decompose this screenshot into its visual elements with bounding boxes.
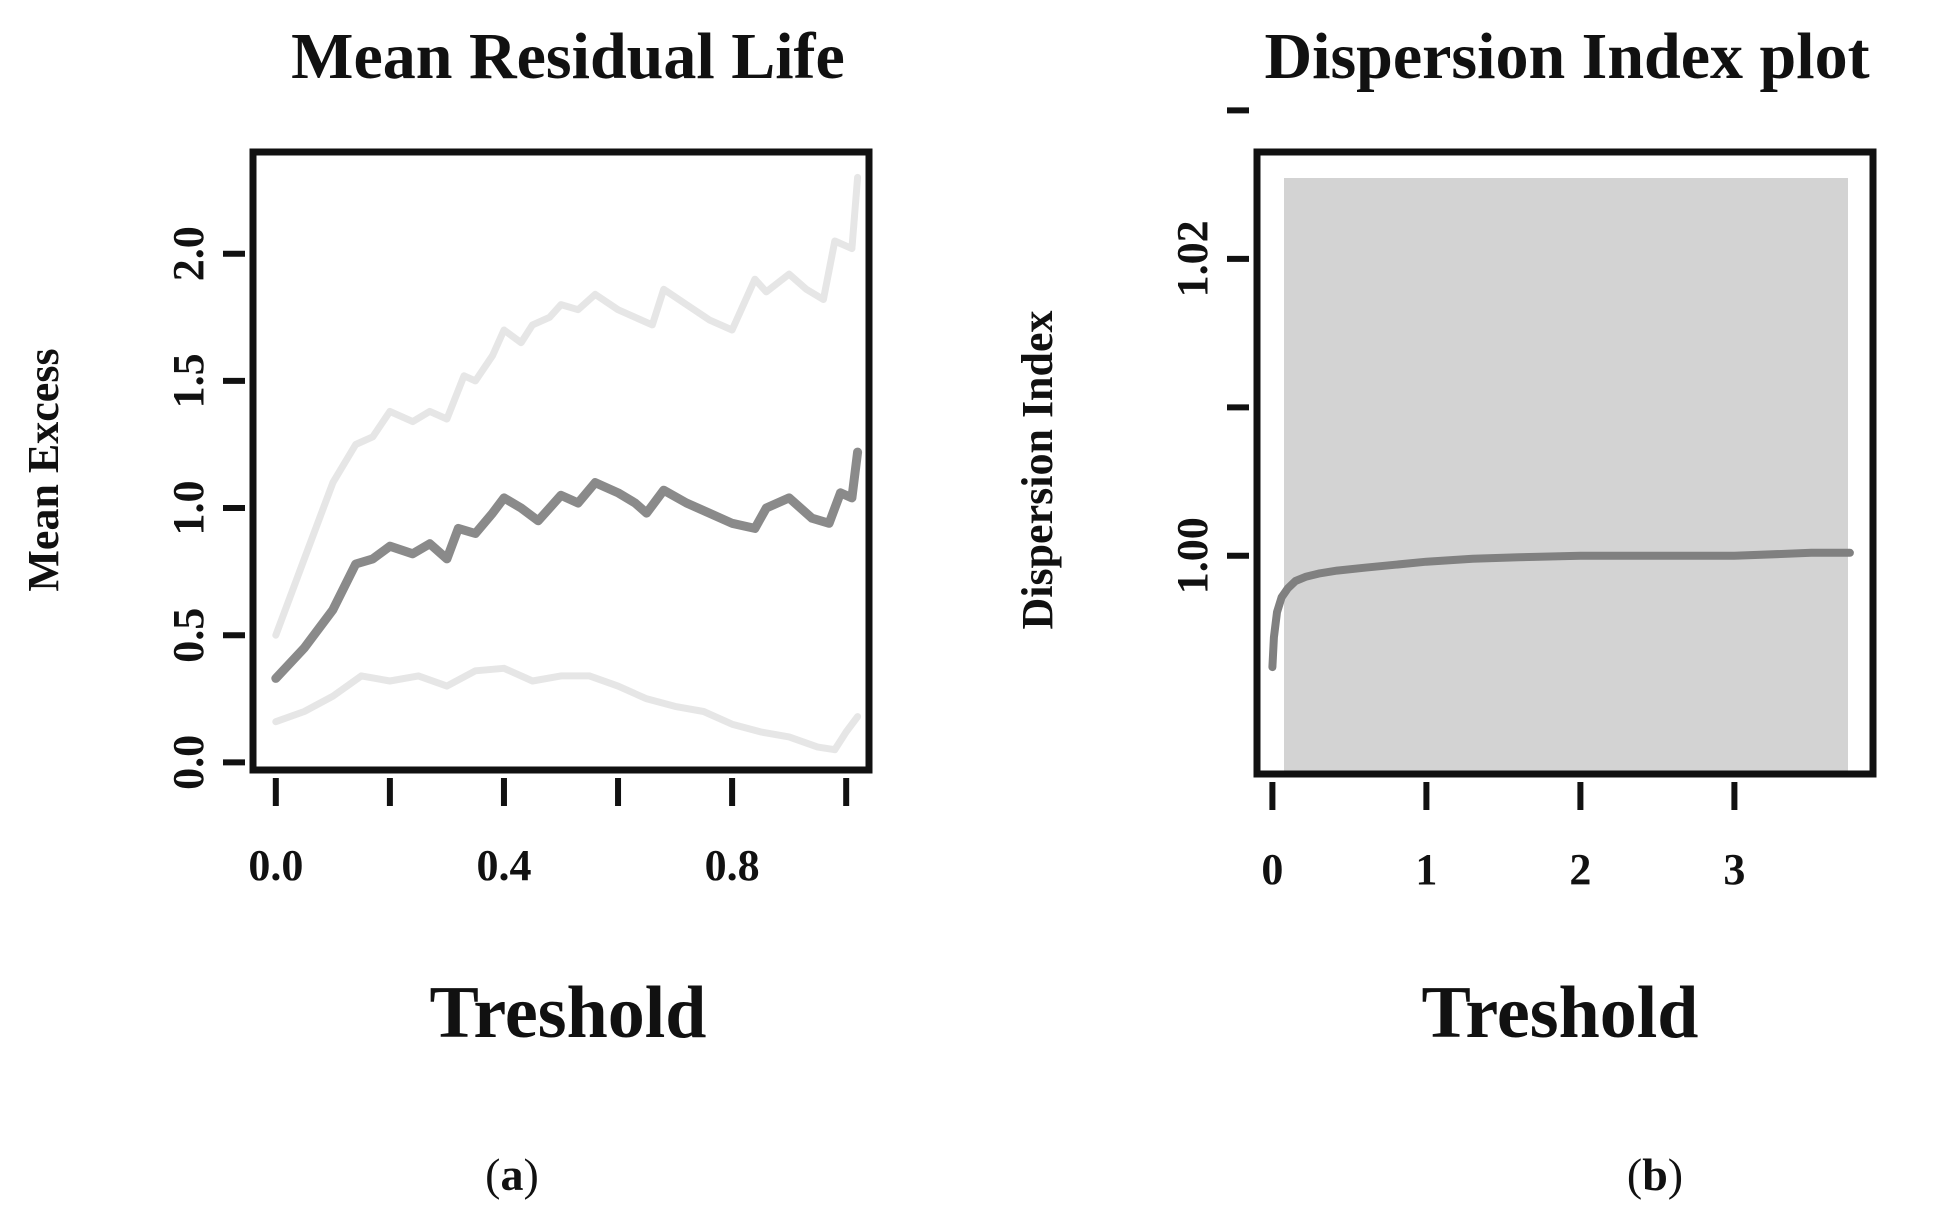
panel-b-x-axis-title: Treshold bbox=[1422, 972, 1699, 1054]
panel-a-y-tick-label: 0.5 bbox=[164, 608, 213, 663]
panel-b-x-tick-label: 2 bbox=[1569, 845, 1591, 894]
panel-a-title: Mean Residual Life bbox=[291, 20, 845, 93]
panel-b-dispersion-index-line bbox=[1268, 548, 1854, 672]
panel-a-x-tick-label: 0.8 bbox=[705, 841, 760, 890]
panel-a-y-axis: 0.0 0.5 1.0 1.5 2.0 bbox=[164, 226, 245, 790]
panel-a-x-tick-label: 0.4 bbox=[476, 841, 531, 890]
panel-a-label: (a) bbox=[485, 1149, 539, 1200]
panel-a-mean-residual-life: Mean Residual Life 0.0 0.4 0.8 0.0 0.5 1.0 1.… bbox=[19, 20, 873, 1200]
panel-b-x-tick-label: 0 bbox=[1261, 845, 1283, 894]
panel-a-mean-excess-line bbox=[271, 447, 863, 683]
panel-a-plot-frame bbox=[249, 148, 873, 774]
panel-b-x-axis: 0 1 2 3 bbox=[1261, 782, 1745, 894]
panel-b-x-tick-label: 3 bbox=[1723, 845, 1745, 894]
panel-a-y-tick-label: 1.5 bbox=[164, 353, 213, 408]
panel-a-x-tick-label: 0.0 bbox=[248, 841, 303, 890]
panel-a-y-tick-label: 2.0 bbox=[164, 226, 213, 281]
panel-a-y-tick-label: 0.0 bbox=[164, 735, 213, 790]
panel-a-label-letter: a bbox=[501, 1149, 524, 1200]
panel-a-plot-background bbox=[253, 152, 869, 770]
panel-a-upper-bound-line bbox=[272, 173, 862, 639]
panel-b-series-group bbox=[1268, 548, 1854, 672]
panel-b-plot-frame bbox=[1253, 148, 1877, 778]
panel-b-y-axis-title: Dispersion Index bbox=[1013, 310, 1062, 629]
panel-b-y-axis: 1.00 1.02 bbox=[1168, 107, 1249, 594]
panel-b-plot-background bbox=[1284, 178, 1848, 774]
panel-a-lower-bound-line bbox=[272, 664, 862, 754]
panel-a-x-axis-title: Treshold bbox=[430, 972, 707, 1054]
panel-b-y-tick-label: 1.02 bbox=[1168, 220, 1217, 297]
panel-a-y-tick-label: 1.0 bbox=[164, 481, 213, 536]
panel-b-dispersion-index: Dispersion Index plot 0 1 2 3 1.00 1.02 Tres… bbox=[1013, 20, 1877, 1200]
panel-a-series-group bbox=[271, 173, 863, 754]
panel-b-x-tick-label: 1 bbox=[1415, 845, 1437, 894]
panel-b-y-tick-label: 1.00 bbox=[1168, 517, 1217, 594]
panel-a-x-axis: 0.0 0.4 0.8 bbox=[248, 778, 850, 890]
panel-a-y-axis-title: Mean Excess bbox=[19, 348, 68, 591]
panel-b-label-letter: b bbox=[1642, 1149, 1668, 1200]
panel-b-title: Dispersion Index plot bbox=[1264, 20, 1869, 93]
panel-b-label: (b) bbox=[1627, 1149, 1683, 1200]
